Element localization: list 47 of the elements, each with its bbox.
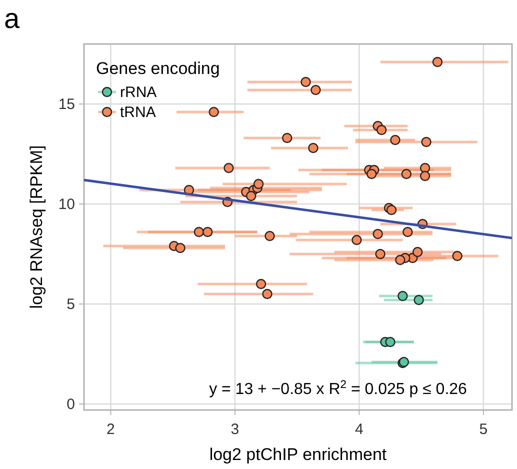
- point: [310, 84, 321, 96]
- x-tick-label: 4: [355, 421, 364, 438]
- point: [253, 178, 264, 190]
- x-tick-label: 3: [230, 421, 240, 438]
- x-tick-label: 2: [106, 421, 115, 438]
- point: [401, 168, 412, 180]
- point: [390, 134, 400, 146]
- point: [385, 336, 396, 348]
- point: [375, 248, 386, 260]
- point: [282, 132, 292, 144]
- point: [256, 278, 266, 290]
- point: [372, 228, 383, 240]
- y-tick-label: 0: [66, 396, 75, 413]
- point: [352, 234, 362, 246]
- x-axis-title: log2 ptChIP enrichment: [209, 445, 387, 464]
- text: a: [4, 3, 20, 34]
- y-tick-label: 15: [58, 96, 75, 113]
- legend-label: tRNA: [120, 104, 156, 121]
- point: [421, 136, 432, 148]
- y-tick-label: 10: [58, 196, 75, 213]
- point: [208, 106, 219, 118]
- point: [300, 76, 311, 88]
- point: [412, 246, 423, 258]
- point: [246, 190, 256, 202]
- x-tick-label: 5: [479, 421, 488, 438]
- point: [264, 230, 275, 242]
- y-axis-title: log2 RNAseq [RPKM]: [27, 145, 46, 309]
- point: [194, 226, 204, 238]
- annotation: y = 13 + −0.85 x R$^{2}$ = 0.025 p ≤ 0.26: [209, 379, 468, 398]
- y-tick-label: 5: [66, 296, 75, 313]
- point: [386, 204, 397, 216]
- point: [366, 168, 377, 180]
- legend-title: Genes encoding: [96, 59, 220, 78]
- point: [308, 142, 318, 154]
- point: [376, 124, 387, 136]
- point: [402, 226, 413, 238]
- point: [432, 56, 443, 68]
- point: [224, 162, 234, 174]
- legend-label: rRNA: [120, 84, 157, 101]
- point: [175, 242, 186, 254]
- point: [398, 290, 408, 302]
- point: [414, 294, 424, 306]
- point: [420, 170, 430, 182]
- point: [395, 254, 406, 266]
- point: [202, 226, 213, 238]
- point: [452, 250, 462, 262]
- point: [262, 288, 272, 300]
